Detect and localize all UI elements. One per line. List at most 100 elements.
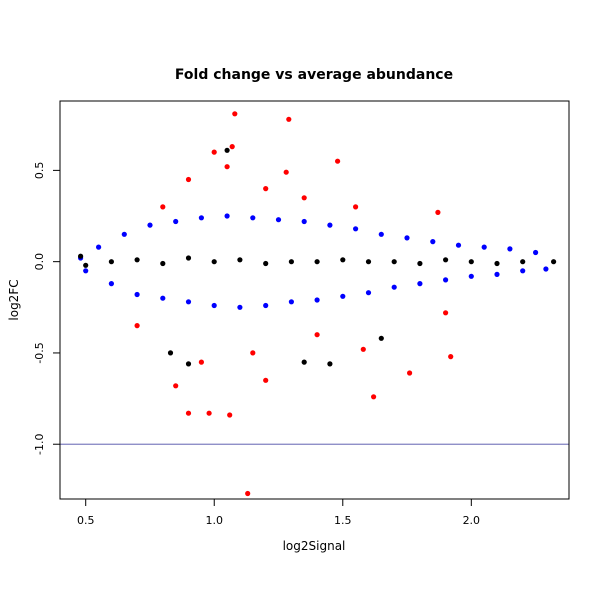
data-point <box>286 116 292 122</box>
data-point <box>353 204 359 210</box>
data-point <box>435 209 441 215</box>
data-point <box>430 239 436 245</box>
data-point <box>407 370 413 376</box>
data-point <box>263 377 269 383</box>
data-point <box>237 304 243 310</box>
data-point <box>365 259 372 265</box>
data-point <box>404 235 410 241</box>
data-point <box>227 412 233 418</box>
data-point <box>185 361 192 367</box>
data-point <box>160 260 166 267</box>
x-tick-label: 1.0 <box>205 514 223 527</box>
data-point <box>391 284 397 290</box>
x-tick-label: 1.5 <box>334 514 352 527</box>
data-point <box>198 359 204 365</box>
data-point <box>443 257 449 263</box>
data-point <box>232 111 238 117</box>
data-point <box>335 158 341 164</box>
data-point <box>340 257 346 263</box>
data-point <box>206 410 212 416</box>
data-point <box>160 204 166 210</box>
data-point <box>224 213 230 219</box>
data-point <box>83 262 89 268</box>
data-point <box>224 164 230 170</box>
data-point <box>378 335 384 341</box>
data-point <box>520 268 526 274</box>
data-point <box>455 242 462 248</box>
y-axis-label: log2FC <box>7 279 21 320</box>
data-point <box>314 332 320 338</box>
x-tick-label: 2.0 <box>463 514 481 527</box>
data-point <box>78 253 84 259</box>
data-point <box>533 249 539 256</box>
data-point <box>173 383 179 389</box>
series-central-band <box>78 147 557 367</box>
data-point <box>134 323 140 329</box>
x-axis: 0.5 1.0 1.5 2.0 <box>77 498 481 527</box>
data-point <box>443 310 449 316</box>
data-point <box>185 410 192 416</box>
series-main-cloud <box>78 213 549 310</box>
data-point <box>263 302 269 309</box>
series-outliers <box>134 111 454 497</box>
data-point <box>417 260 423 267</box>
data-point <box>198 215 204 221</box>
data-point <box>263 260 269 267</box>
x-tick-label: 0.5 <box>77 514 95 527</box>
data-point <box>173 218 179 225</box>
data-point <box>229 144 235 150</box>
data-point <box>371 394 377 400</box>
data-point <box>211 149 217 155</box>
data-point <box>443 277 449 283</box>
data-point <box>314 259 320 265</box>
data-point <box>211 259 217 265</box>
data-point <box>83 268 89 274</box>
data-point <box>250 350 256 356</box>
data-point <box>301 195 307 201</box>
data-point <box>520 259 526 265</box>
data-point <box>543 266 549 272</box>
y-tick-label: 0.5 <box>33 162 46 180</box>
data-point <box>134 291 140 298</box>
data-point <box>360 346 366 352</box>
points-layer <box>78 111 557 497</box>
data-point <box>167 350 174 356</box>
data-point <box>391 259 397 265</box>
data-point <box>507 246 513 252</box>
data-point <box>250 215 256 221</box>
data-point <box>275 217 282 223</box>
data-point <box>185 176 192 183</box>
data-point <box>288 259 294 265</box>
data-point <box>147 222 153 228</box>
data-point <box>224 147 230 153</box>
x-axis-label: log2Signal <box>283 539 346 553</box>
y-tick-label: 0.0 <box>33 253 46 271</box>
data-point <box>314 297 320 303</box>
data-point <box>288 299 294 305</box>
data-point <box>185 255 192 261</box>
data-point <box>378 231 384 237</box>
data-point <box>211 302 217 309</box>
data-point <box>121 231 127 237</box>
data-point <box>301 218 307 225</box>
data-point <box>237 257 243 263</box>
data-point <box>468 259 474 265</box>
data-point <box>327 222 333 228</box>
data-point <box>551 259 557 265</box>
data-point <box>263 186 269 192</box>
data-point <box>448 354 454 360</box>
data-point <box>301 359 307 365</box>
data-point <box>417 281 423 287</box>
data-point <box>96 244 102 250</box>
data-point <box>283 169 289 175</box>
y-tick-label: -1.0 <box>33 433 46 454</box>
data-point <box>327 361 333 367</box>
data-point <box>185 299 192 305</box>
data-point <box>134 257 140 263</box>
data-point <box>353 226 359 232</box>
data-point <box>160 295 166 301</box>
data-point <box>245 490 251 497</box>
data-point <box>494 271 500 277</box>
